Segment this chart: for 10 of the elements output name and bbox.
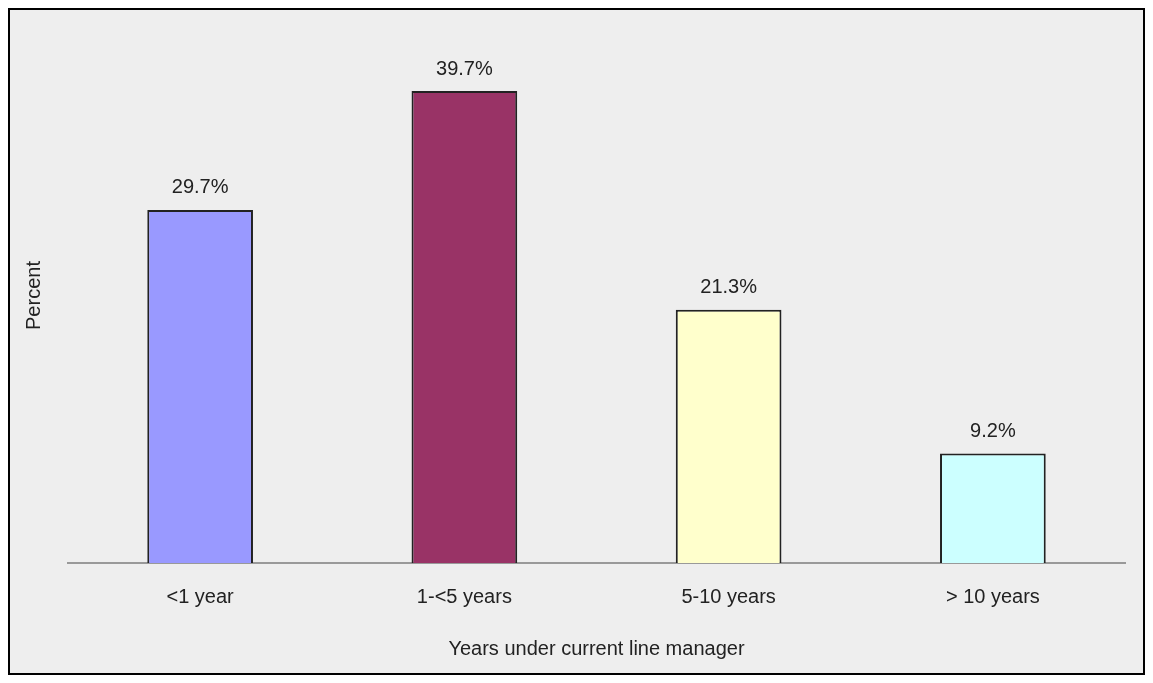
data-label: 9.2% — [970, 419, 1016, 442]
x-axis-title: Years under current line manager — [448, 636, 745, 659]
x-tick-label: > 10 years — [945, 584, 1040, 607]
data-label: 21.3% — [700, 275, 758, 298]
data-label: 29.7% — [171, 175, 229, 198]
x-tick-label: <1 year — [166, 584, 235, 607]
x-tick-label: 1-<5 years — [416, 584, 512, 607]
x-tick-label: 5-10 years — [681, 584, 776, 607]
data-label: 39.7% — [436, 56, 493, 79]
y-axis-title: Percent — [21, 260, 44, 330]
